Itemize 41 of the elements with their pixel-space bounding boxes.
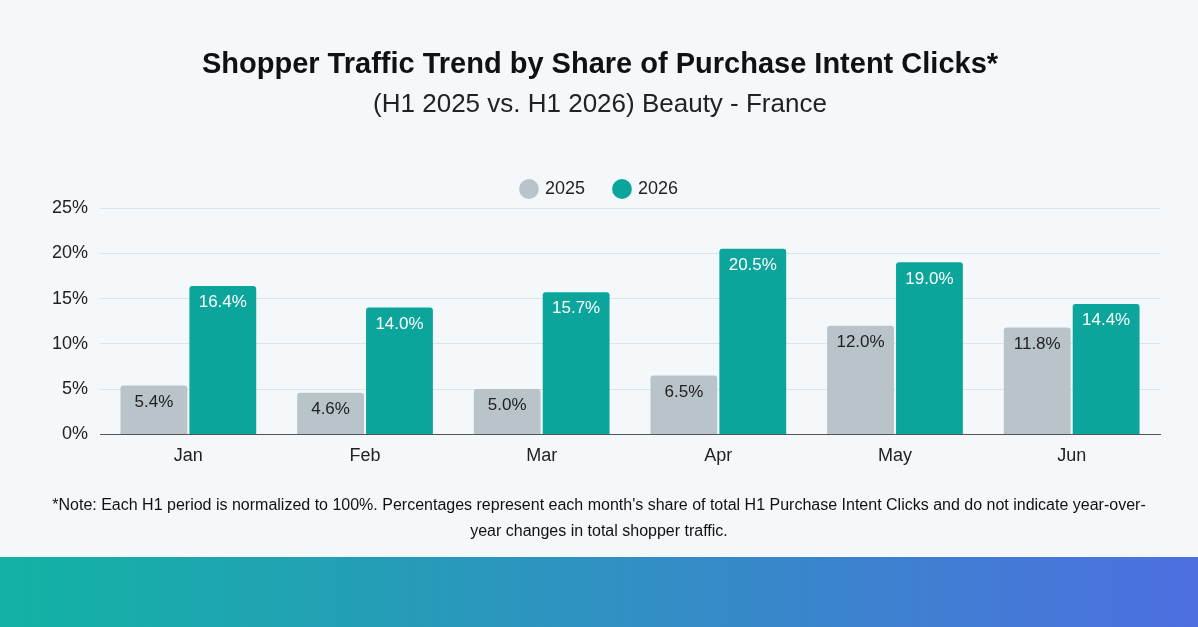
y-tick-label: 5%: [62, 378, 89, 399]
bar: [120, 385, 188, 434]
bar: [719, 248, 787, 434]
chart-subtitle: (H1 2025 vs. H1 2026) Beauty - France: [373, 87, 827, 118]
x-tick-label: Feb: [349, 445, 381, 466]
data-label: 16.4%: [198, 292, 247, 312]
bar: [189, 285, 257, 434]
data-label: 6.5%: [664, 381, 704, 401]
data-label: 11.8%: [1013, 333, 1061, 353]
x-tick-label: Mar: [526, 445, 558, 466]
chart-title: Shopper Traffic Trend by Share of Purchase Intent Clicks*: [201, 47, 999, 80]
y-tick-label: 20%: [52, 242, 89, 263]
bar: [366, 307, 433, 434]
x-tick-label: Apr: [704, 445, 733, 466]
bar: [1072, 303, 1140, 434]
data-label: 14.0%: [375, 313, 424, 333]
y-tick-label: 10%: [52, 332, 89, 353]
data-label: 5.4%: [134, 391, 174, 411]
bar: [650, 375, 718, 434]
bar: [896, 262, 963, 434]
x-tick-label: Jan: [173, 445, 203, 466]
data-label: 15.7%: [552, 298, 601, 318]
legend-label: 2026: [638, 177, 679, 198]
y-tick-label: 15%: [52, 287, 89, 308]
data-label: 14.4%: [1082, 310, 1131, 330]
bar: [542, 292, 610, 434]
data-label: 4.6%: [311, 398, 350, 418]
data-label: 5.0%: [487, 395, 527, 415]
y-tick-label: 0%: [62, 423, 89, 444]
x-tick-label: May: [878, 445, 913, 466]
bar: [1003, 327, 1071, 434]
data-label: 20.5%: [728, 254, 777, 274]
bar: [297, 392, 364, 434]
x-tick-label: Jun: [1057, 445, 1087, 466]
data-label: 12.0%: [836, 331, 885, 351]
bar: [473, 389, 541, 434]
data-label: 19.0%: [905, 268, 954, 288]
legend-label: 2025: [544, 177, 585, 198]
text: *Note: Each H1 period is normalized to 100%. Percentages represent each month's share of total H1 Purchase Intent Clicks and do not indicate year-over-year changes in total shopper traffic.: [51, 495, 1147, 541]
y-tick-label: 25%: [52, 196, 89, 217]
bar: [827, 325, 894, 434]
